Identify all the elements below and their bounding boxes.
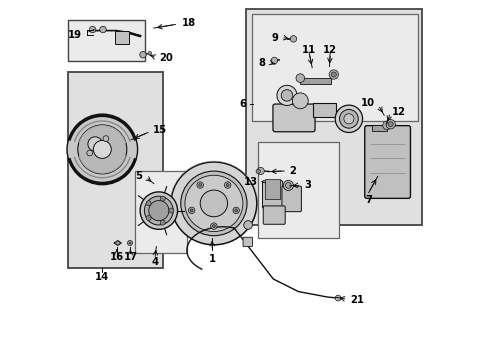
Bar	[312, 103, 336, 117]
Circle shape	[330, 72, 336, 77]
Text: 1: 1	[208, 254, 215, 264]
Circle shape	[257, 167, 264, 175]
Circle shape	[127, 240, 132, 246]
Circle shape	[88, 137, 102, 151]
Circle shape	[226, 184, 228, 186]
Circle shape	[385, 120, 394, 129]
Text: 10: 10	[360, 98, 374, 108]
Text: 9: 9	[271, 33, 278, 43]
Text: 18: 18	[181, 18, 195, 28]
Circle shape	[244, 221, 252, 229]
Text: 16: 16	[109, 252, 123, 262]
Circle shape	[146, 216, 151, 221]
Circle shape	[339, 109, 358, 128]
Text: 12: 12	[323, 45, 337, 55]
Text: 21: 21	[350, 294, 364, 305]
Circle shape	[67, 114, 137, 185]
Circle shape	[276, 85, 296, 105]
Circle shape	[168, 208, 174, 213]
Text: 17: 17	[123, 252, 137, 262]
Text: 8: 8	[258, 58, 265, 68]
Bar	[134, 171, 186, 253]
Circle shape	[148, 51, 151, 55]
Circle shape	[160, 196, 165, 201]
FancyBboxPatch shape	[364, 126, 409, 198]
Circle shape	[188, 207, 195, 213]
Text: 20: 20	[159, 53, 173, 63]
Circle shape	[100, 26, 106, 33]
Ellipse shape	[181, 171, 246, 236]
Text: 7: 7	[365, 195, 371, 205]
Text: 3: 3	[303, 180, 310, 190]
Circle shape	[210, 223, 217, 229]
Circle shape	[387, 122, 392, 127]
Circle shape	[190, 209, 193, 212]
Circle shape	[285, 183, 291, 188]
Circle shape	[93, 140, 111, 158]
Bar	[68, 20, 145, 61]
Circle shape	[198, 184, 201, 186]
Circle shape	[144, 196, 173, 225]
Circle shape	[140, 51, 146, 58]
Bar	[300, 78, 330, 84]
Circle shape	[270, 57, 277, 64]
Circle shape	[292, 93, 307, 109]
Circle shape	[87, 150, 92, 156]
Circle shape	[256, 169, 260, 174]
Circle shape	[140, 192, 177, 229]
Bar	[265, 179, 279, 199]
Text: 19: 19	[68, 30, 81, 40]
Circle shape	[382, 121, 390, 130]
Bar	[115, 31, 128, 44]
Circle shape	[281, 90, 292, 101]
Text: 15: 15	[152, 125, 166, 135]
Circle shape	[197, 182, 203, 188]
FancyBboxPatch shape	[243, 237, 252, 247]
Text: 13: 13	[244, 177, 258, 187]
Bar	[68, 72, 163, 268]
Circle shape	[295, 74, 304, 82]
Bar	[257, 142, 338, 238]
Bar	[252, 14, 417, 121]
Text: 4: 4	[151, 257, 159, 267]
Text: 11: 11	[302, 45, 316, 55]
FancyBboxPatch shape	[272, 104, 314, 132]
Circle shape	[129, 242, 131, 244]
FancyBboxPatch shape	[263, 206, 285, 224]
Circle shape	[335, 105, 362, 132]
FancyBboxPatch shape	[282, 186, 301, 212]
Circle shape	[78, 125, 126, 174]
Circle shape	[234, 209, 237, 212]
FancyBboxPatch shape	[262, 181, 282, 208]
Text: 2: 2	[289, 166, 296, 176]
Text: 12: 12	[391, 107, 405, 117]
Circle shape	[160, 220, 165, 225]
Bar	[371, 125, 386, 131]
Bar	[246, 9, 421, 225]
Circle shape	[232, 207, 239, 213]
Text: 14: 14	[94, 272, 108, 282]
Circle shape	[146, 201, 151, 206]
Ellipse shape	[171, 162, 256, 245]
Circle shape	[343, 114, 353, 124]
Circle shape	[289, 36, 296, 42]
Circle shape	[328, 70, 338, 79]
Circle shape	[116, 241, 120, 245]
Text: 6: 6	[239, 99, 246, 109]
Circle shape	[224, 182, 230, 188]
Circle shape	[89, 26, 96, 33]
Circle shape	[283, 180, 293, 190]
Ellipse shape	[184, 175, 243, 231]
Circle shape	[335, 295, 340, 301]
Circle shape	[103, 136, 108, 141]
Text: 5: 5	[135, 171, 142, 181]
Ellipse shape	[200, 190, 227, 217]
Circle shape	[148, 201, 168, 221]
Circle shape	[212, 225, 215, 228]
